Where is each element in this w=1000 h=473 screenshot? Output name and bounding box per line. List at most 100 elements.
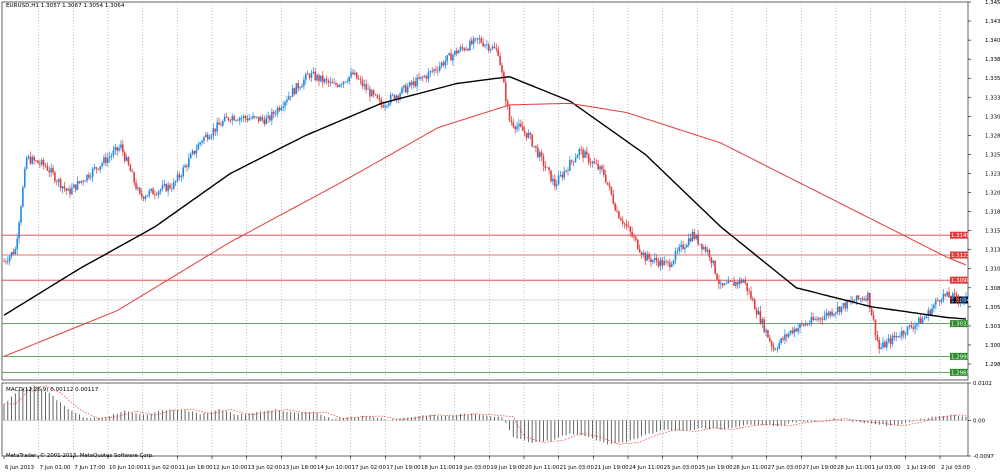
candle-body xyxy=(397,95,400,98)
candle-body xyxy=(506,100,509,106)
candle-body xyxy=(146,195,149,197)
candle-body xyxy=(327,80,330,83)
candle-body xyxy=(316,75,318,81)
candle-body xyxy=(516,126,518,130)
candle-body xyxy=(570,160,573,162)
candle-body xyxy=(40,160,43,165)
candle-body xyxy=(61,186,64,189)
candle-body xyxy=(610,186,613,195)
macd-signal-line xyxy=(4,385,967,445)
candle-body xyxy=(761,319,764,324)
price-label: 1.3255 xyxy=(985,152,1000,158)
candle-body xyxy=(59,179,62,189)
candle-body xyxy=(395,95,398,100)
candle-body xyxy=(463,48,466,51)
candle-body xyxy=(114,147,117,151)
candle-body xyxy=(601,166,603,170)
candle-body xyxy=(580,148,582,150)
candle-body xyxy=(819,318,822,320)
candle-body xyxy=(420,76,422,79)
candle-body xyxy=(203,137,205,141)
candle-body xyxy=(414,81,417,87)
candle-body xyxy=(478,38,481,40)
candle-body xyxy=(680,244,682,247)
candle-body xyxy=(599,166,601,170)
candle-body xyxy=(889,338,892,344)
candle-body xyxy=(267,115,269,119)
candle-body xyxy=(706,250,709,252)
candle-body xyxy=(663,261,665,266)
candle-body xyxy=(237,120,239,121)
time-label: 12 Jun 10:00 xyxy=(213,465,248,471)
candle-body xyxy=(555,184,558,187)
candle-body xyxy=(827,312,830,316)
candle-body xyxy=(406,86,409,93)
candle-body xyxy=(880,347,882,349)
candle-body xyxy=(440,62,443,67)
candle-body xyxy=(8,256,11,262)
candle-body xyxy=(782,338,784,340)
candle-body xyxy=(52,168,54,173)
candle-body xyxy=(352,72,354,75)
candle-body xyxy=(154,194,156,196)
candle-body xyxy=(448,53,450,56)
candle-body xyxy=(874,319,877,336)
candle-body xyxy=(953,293,956,295)
candle-body xyxy=(627,225,630,227)
candle-body xyxy=(799,323,801,328)
candle-body xyxy=(457,50,460,54)
candle-body xyxy=(804,323,807,326)
candle-body xyxy=(642,252,645,255)
candle-body xyxy=(367,88,369,90)
candle-body xyxy=(901,330,903,337)
candle-body xyxy=(167,184,169,192)
candle-body xyxy=(71,187,73,195)
candle-body xyxy=(867,292,869,301)
time-label: 25 Jun 03:00 xyxy=(664,465,699,471)
candle-body xyxy=(616,210,618,212)
candle-body xyxy=(614,203,616,211)
candle-body xyxy=(708,250,711,258)
candle-body xyxy=(318,75,320,82)
candle-body xyxy=(608,184,611,187)
candle-body xyxy=(584,151,586,158)
candle-body xyxy=(193,150,196,154)
candle-body xyxy=(233,116,235,121)
candle-body xyxy=(263,119,266,125)
candle-body xyxy=(31,157,34,164)
candle-body xyxy=(904,334,907,335)
candle-body xyxy=(942,293,945,300)
candle-body xyxy=(842,303,845,307)
candle-body xyxy=(459,47,462,51)
candle-body xyxy=(931,308,933,315)
candle-body xyxy=(697,234,699,244)
time-label: 1 Jul 19:00 xyxy=(906,465,935,471)
chart-header: EURUSD,H1 1.3057 1.3067 1.3054 1.3064 xyxy=(6,3,125,9)
candle-body xyxy=(178,174,181,178)
candle-body xyxy=(725,283,728,285)
candle-body xyxy=(514,126,516,130)
candle-body xyxy=(955,294,958,299)
candle-body xyxy=(357,78,360,80)
macd-tick-label: -0.0097 xyxy=(973,454,994,460)
candle-body xyxy=(42,160,45,166)
candle-body xyxy=(244,116,247,119)
candle-body xyxy=(67,188,69,191)
candle-body xyxy=(631,231,633,237)
candle-body xyxy=(199,142,201,145)
candle-body xyxy=(346,81,349,83)
candle-body xyxy=(501,65,503,73)
candle-body xyxy=(99,166,101,170)
candle-body xyxy=(787,333,790,337)
candle-body xyxy=(276,107,279,114)
candle-body xyxy=(472,38,475,45)
time-label: 24 Jun 11:00 xyxy=(629,465,664,471)
candle-body xyxy=(401,87,403,94)
candle-body xyxy=(23,169,26,188)
candle-body xyxy=(748,290,750,292)
candle-body xyxy=(923,318,926,320)
candle-body xyxy=(455,50,458,54)
candle-body xyxy=(812,317,815,320)
candle-body xyxy=(435,69,437,71)
candle-body xyxy=(752,298,754,300)
